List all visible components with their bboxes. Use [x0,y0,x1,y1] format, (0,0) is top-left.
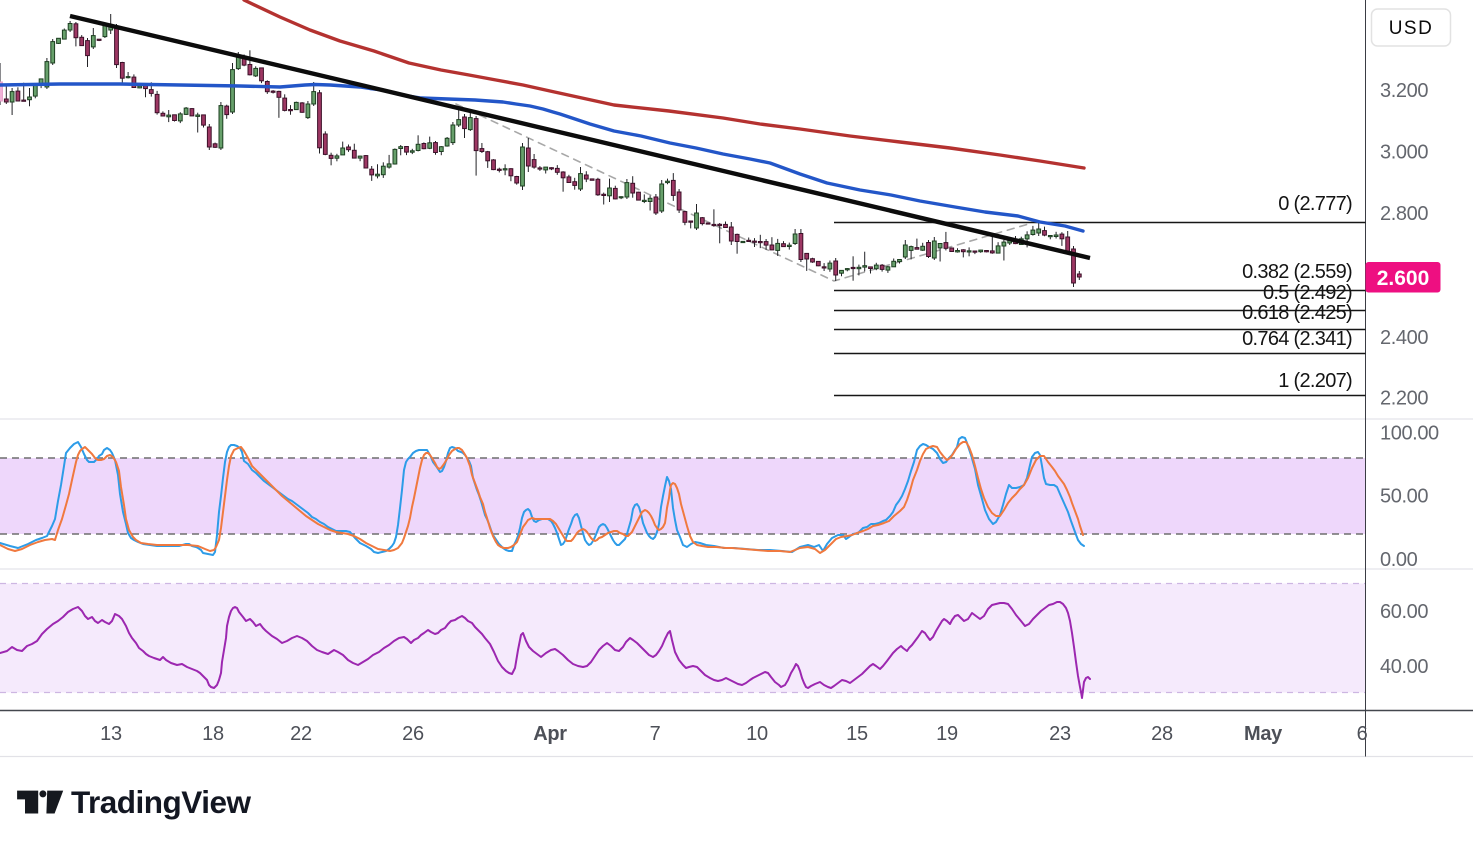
svg-text:0.00: 0.00 [1380,549,1418,571]
svg-text:3.200: 3.200 [1380,80,1428,102]
svg-text:100.00: 100.00 [1380,423,1439,445]
svg-text:1 (2.207): 1 (2.207) [1278,370,1352,392]
svg-text:3.000: 3.000 [1380,142,1428,164]
svg-text:0.764 (2.341): 0.764 (2.341) [1242,328,1352,350]
svg-text:19: 19 [936,723,958,745]
svg-text:0.5 (2.492): 0.5 (2.492) [1263,282,1352,304]
svg-text:15: 15 [846,723,868,745]
svg-text:2.200: 2.200 [1380,388,1428,410]
svg-text:50.00: 50.00 [1380,486,1428,508]
svg-text:May: May [1244,723,1283,745]
svg-text:TradingView: TradingView [71,784,251,820]
svg-text:2.400: 2.400 [1380,327,1428,349]
svg-text:60.00: 60.00 [1380,601,1428,623]
svg-text:6: 6 [1357,723,1368,745]
svg-text:0.382 (2.559): 0.382 (2.559) [1242,261,1352,283]
svg-text:USD: USD [1389,18,1434,39]
svg-text:7: 7 [650,723,661,745]
svg-text:2.600: 2.600 [1377,267,1430,290]
svg-text:40.00: 40.00 [1380,656,1428,678]
svg-text:26: 26 [402,723,424,745]
svg-text:0 (2.777): 0 (2.777) [1278,193,1352,215]
svg-text:0.618 (2.425): 0.618 (2.425) [1242,302,1352,324]
svg-text:18: 18 [202,723,224,745]
svg-text:Apr: Apr [533,723,567,745]
svg-text:28: 28 [1151,723,1173,745]
svg-text:22: 22 [290,723,312,745]
svg-text:2.800: 2.800 [1380,203,1428,225]
svg-text:13: 13 [100,723,122,745]
svg-text:23: 23 [1049,723,1071,745]
svg-text:10: 10 [746,723,768,745]
